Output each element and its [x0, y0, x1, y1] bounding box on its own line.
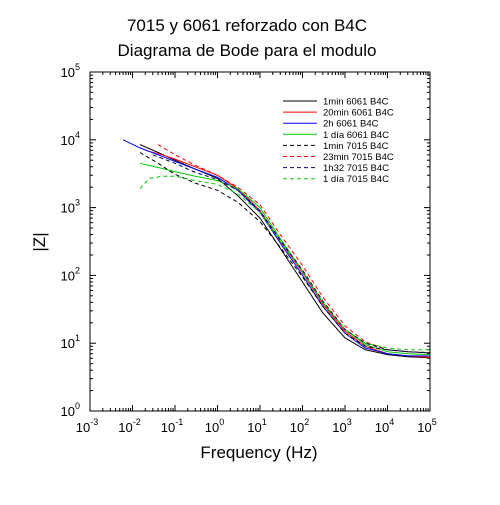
x-tick-label: 10-2: [118, 417, 140, 435]
y-tick-label: 104: [61, 130, 80, 148]
legend-label-4: 1 día 6061 B4C: [323, 130, 389, 141]
chart-title-line-1: 7015 y 6061 reforzado con B4C: [127, 16, 367, 35]
legend-label-7: 1h32 7015 B4C: [323, 163, 389, 174]
series-line-8: [139, 175, 430, 351]
legend-label-8: 1 día 7015 B4C: [323, 174, 389, 185]
legend-label-1: 1min 6061 B4C: [323, 97, 389, 108]
series-line-6: [157, 144, 431, 353]
series-line-1: [139, 144, 431, 359]
y-tick-label: 103: [61, 198, 80, 216]
x-tick-label: 103: [332, 417, 351, 435]
plot-frame: [89, 71, 431, 412]
x-tick-label: 102: [290, 417, 309, 435]
legend-label-2: 20min 6061 B4C: [323, 108, 394, 119]
axis-ticks: 10-3 10-2 10-1 100 101 102 103 104 105 100 101 102 1…: [61, 62, 437, 435]
series-line-7: [152, 154, 431, 354]
x-tick-label: 10-3: [76, 417, 98, 435]
x-axis-label: Frequency (Hz): [200, 443, 317, 462]
x-tick-label: 105: [417, 417, 436, 435]
legend-label-3: 2h 6061 B4C: [323, 119, 379, 130]
y-tick-label: 105: [61, 62, 80, 80]
x-tick-label: 104: [375, 417, 394, 435]
legend-label-6: 23min 7015 B4C: [323, 152, 394, 163]
series-line-3: [122, 139, 430, 357]
plot-area-border: [89, 71, 431, 412]
series-line-4: [139, 162, 431, 356]
x-tick-label: 101: [247, 417, 266, 435]
series-lines: [122, 139, 431, 359]
chart-title-line-2: Diagrama de Bode para el modulo: [118, 41, 377, 60]
y-tick-label: 100: [61, 401, 80, 419]
y-tick-label: 102: [61, 265, 80, 283]
x-tick-label: 100: [205, 417, 224, 435]
y-axis-label: |Z|: [30, 232, 49, 251]
y-tick-label: 101: [61, 333, 80, 351]
legend-label-5: 1min 7015 B4C: [323, 141, 389, 152]
x-tick-label: 10-1: [161, 417, 183, 435]
